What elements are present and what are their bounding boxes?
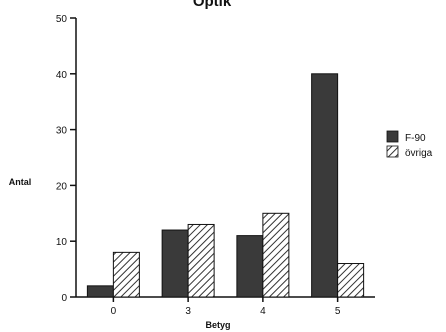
- x-axis-label: Betyg: [205, 320, 230, 330]
- y-tick-label: 30: [56, 126, 68, 137]
- y-tick-label: 50: [56, 14, 68, 25]
- legend-label-f90: F-90: [405, 133, 426, 144]
- x-tick-label: 4: [260, 306, 266, 317]
- bar-ovriga-4: [262, 212, 290, 298]
- x-tick-label: 3: [185, 306, 191, 317]
- bar-f90-0: [86, 285, 114, 298]
- x-tick-label: 0: [111, 306, 117, 317]
- bar-f90-3: [161, 229, 189, 298]
- legend: F-90 övriga: [386, 130, 433, 159]
- legend-swatch-ovriga: [386, 145, 399, 158]
- bar-f90-5: [311, 73, 339, 298]
- bar-ovriga-0: [112, 251, 140, 298]
- legend-swatch-f90: [386, 130, 399, 143]
- bar-ovriga-5: [337, 263, 365, 298]
- y-axis-label: Antal: [9, 177, 32, 187]
- bar-f90-4: [236, 235, 264, 298]
- y-tick-label: 0: [61, 293, 67, 304]
- y-tick-label: 40: [56, 70, 68, 81]
- y-tick-label: 20: [56, 181, 68, 192]
- x-tick-label: 5: [335, 306, 341, 317]
- y-tick-label: 10: [56, 237, 68, 248]
- legend-label-ovriga: övriga: [405, 148, 433, 159]
- chart-title: Optik: [193, 0, 232, 10]
- bar-ovriga-3: [187, 223, 215, 298]
